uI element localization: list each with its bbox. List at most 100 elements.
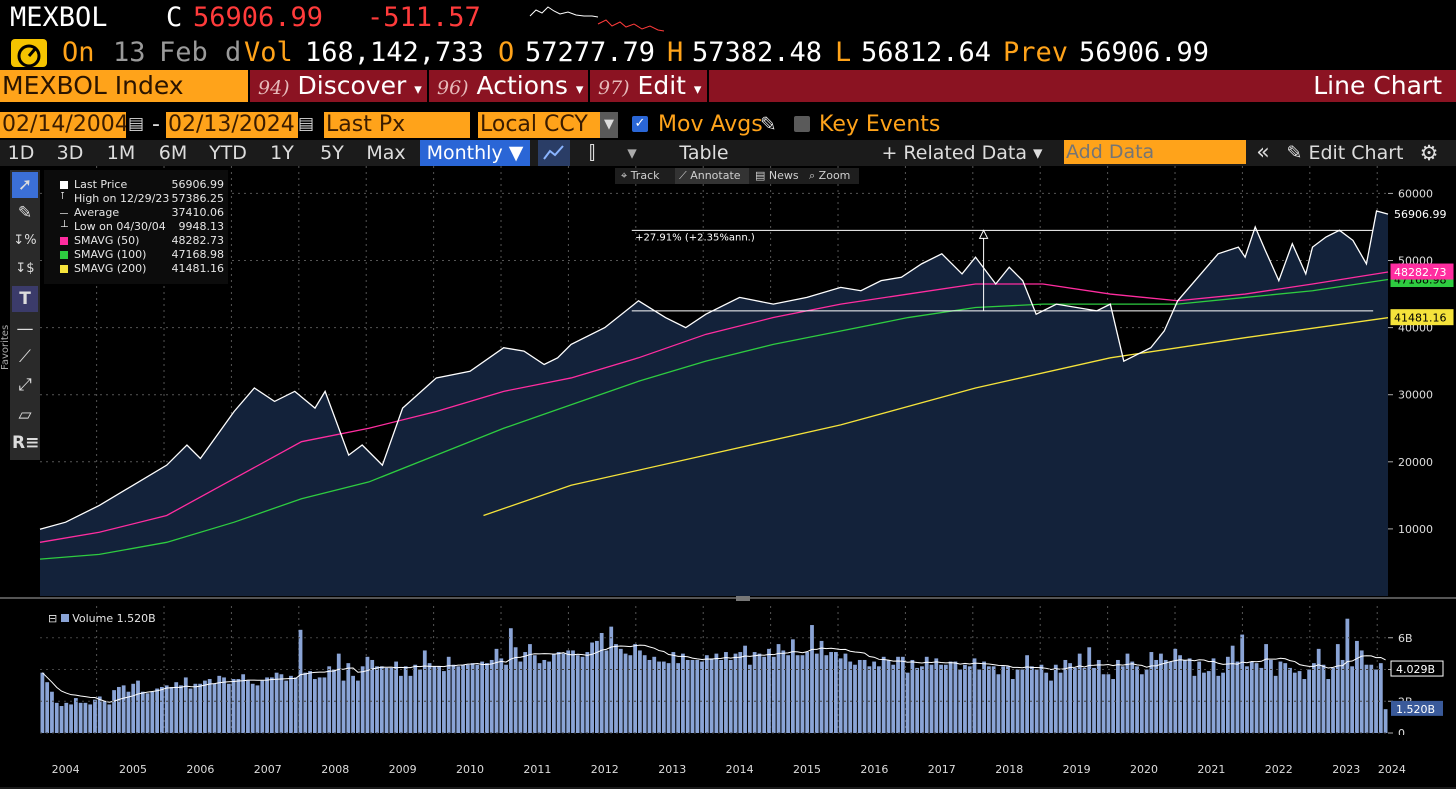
volume-bar	[1350, 666, 1355, 733]
currency-select[interactable]: Local CCY	[478, 112, 600, 138]
speedometer-icon[interactable]	[10, 38, 48, 68]
mov-avgs-checkbox[interactable]: ✓	[632, 116, 648, 132]
percent-arrow-icon[interactable]: ↧%	[13, 233, 37, 248]
edit-chart-button[interactable]: ✎ Edit Chart	[1282, 140, 1408, 166]
volume-bar	[781, 650, 786, 733]
news-button[interactable]: ▤ News	[755, 168, 799, 184]
volume-bar	[1192, 675, 1197, 733]
line-chart-icon[interactable]	[538, 140, 570, 166]
x-tick-label: 2018	[995, 763, 1023, 776]
period-button[interactable]: Max	[366, 142, 406, 164]
volume-bar	[1139, 674, 1144, 733]
x-tick-label: 2005	[119, 763, 147, 776]
volume-bar	[1297, 671, 1302, 733]
volume-bar	[183, 677, 188, 733]
volume-bar	[910, 659, 915, 733]
retracement-icon[interactable]: R≡	[12, 433, 40, 453]
collapse-icon[interactable]: «	[1256, 140, 1270, 165]
actions-menu[interactable]: 96) Actions ▾	[437, 70, 583, 102]
volume-bar	[480, 661, 485, 733]
security-field[interactable]: MEXBOL Index	[0, 70, 248, 102]
volume-bar	[174, 682, 179, 733]
x-tick-label: 2019	[1063, 763, 1091, 776]
volume-bar	[556, 652, 561, 733]
table-button[interactable]: Table	[679, 142, 729, 164]
volume-bar	[853, 664, 857, 733]
last-price-tag: 56906.99	[1394, 208, 1447, 221]
volume-bar	[1302, 679, 1307, 733]
x-tick-label: 2022	[1265, 763, 1293, 776]
period-button[interactable]: 1D	[7, 142, 35, 164]
options-row: 02/14/2004 ▤ - 02/13/2024 ▤ Last Px Loca…	[0, 110, 1456, 140]
mov-avgs-label: Mov Avgs	[658, 112, 763, 137]
volume-bar	[1049, 680, 1053, 733]
volume-bar	[714, 653, 719, 733]
volume-bar	[1135, 666, 1139, 733]
dollar-arrow-icon[interactable]: ↧$	[15, 261, 35, 276]
chevron-down-icon[interactable]: ▼	[600, 112, 618, 138]
channel-icon[interactable]: ▱	[18, 405, 32, 425]
volume-bar	[934, 658, 939, 733]
period-button[interactable]: 1Y	[270, 142, 294, 164]
volume-bar	[246, 680, 250, 733]
volume-bar	[432, 666, 437, 733]
chevron-down-icon[interactable]: ▾	[627, 142, 637, 164]
zoom-button[interactable]: ⌕ Zoom	[809, 168, 850, 184]
calendar-icon[interactable]: ▤	[128, 114, 145, 134]
volume-bar	[1073, 667, 1077, 733]
frequency-select[interactable]: Monthly ▼	[420, 140, 530, 166]
volume-bar	[1316, 648, 1321, 733]
discover-menu[interactable]: 94) Discover ▾	[258, 70, 422, 102]
sma50-tag-box	[1390, 263, 1454, 280]
volume-bar	[365, 656, 370, 733]
volume-bar	[308, 671, 312, 733]
bar-chart-icon[interactable]: ⫿	[588, 142, 596, 164]
date-separator: -	[152, 112, 160, 137]
trendline-icon[interactable]: ⟋	[19, 347, 31, 367]
volume-bar	[250, 683, 255, 733]
track-button[interactable]: ⌖ Track	[621, 168, 660, 184]
segment-icon[interactable]: ⤢	[18, 375, 32, 395]
period-button[interactable]: 6M	[158, 142, 188, 164]
line-tool-icon[interactable]: —	[16, 319, 34, 339]
volume-bar	[97, 696, 102, 733]
pen-icon[interactable]: ✎	[17, 203, 33, 223]
period-button[interactable]: YTD	[209, 142, 247, 164]
period-button[interactable]: 1M	[106, 142, 136, 164]
volume-bar	[332, 669, 336, 733]
favorites-tab[interactable]: Favorites	[0, 324, 11, 370]
menu-bar: MEXBOL Index 94) Discover ▾ 96) Actions …	[0, 70, 1456, 102]
volume-bar	[217, 675, 222, 733]
pointer-icon[interactable]: ➚	[12, 172, 38, 198]
period-button[interactable]: 5Y	[320, 142, 344, 164]
period-button[interactable]: 3D	[56, 142, 84, 164]
text-tool-icon[interactable]: T	[12, 286, 38, 312]
volume-legend: ⊟ Volume 1.520B	[48, 612, 156, 625]
chevron-down-icon: ▾	[575, 80, 584, 98]
y-tick-label: 20000	[1398, 456, 1433, 469]
collapse-toggle-icon[interactable]: ⊟	[48, 612, 61, 625]
start-date-input[interactable]: 02/14/2004	[0, 112, 126, 138]
calendar-icon[interactable]: ▤	[298, 114, 315, 134]
annotate-button[interactable]: ⟋ Annotate	[675, 168, 749, 184]
field-input[interactable]: Last Px	[324, 112, 470, 138]
volume-bar	[671, 652, 676, 733]
plus-icon: +	[881, 142, 904, 164]
gear-icon[interactable]: ⚙	[1419, 141, 1439, 165]
edit-menu[interactable]: 97) Edit ▾	[598, 70, 701, 102]
end-date-input[interactable]: 02/13/2024	[166, 112, 298, 138]
pencil-icon[interactable]: ✎	[760, 112, 777, 136]
volume-bar	[164, 685, 169, 733]
volume-bar	[1225, 656, 1230, 733]
add-data-input[interactable]	[1064, 140, 1244, 164]
annotation-bar: ⌖ Track ⟋ Annotate ▤ News ⌕ Zoom	[615, 168, 859, 184]
volume-bar	[561, 653, 566, 733]
x-tick-label: 2004	[52, 763, 80, 776]
volume-bar	[499, 658, 504, 733]
volume-bar	[939, 664, 943, 733]
add-data-field[interactable]	[1064, 140, 1246, 164]
volume-bar	[709, 658, 714, 733]
key-events-checkbox[interactable]	[794, 116, 810, 132]
related-data-button[interactable]: + Related Data ▾	[881, 142, 1043, 164]
